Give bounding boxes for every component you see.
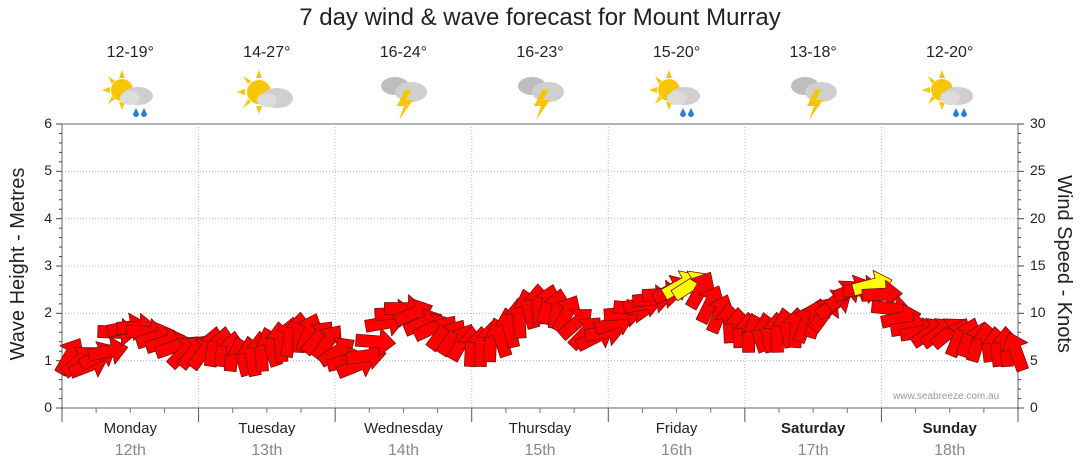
day-temp-range: 16-24° xyxy=(379,44,428,61)
right-tick-label: 5 xyxy=(1030,351,1038,368)
left-axis-title: Wave Height - Metres xyxy=(7,167,29,361)
wind-arrow xyxy=(1001,332,1029,373)
thunderstorm-icon xyxy=(783,66,843,124)
day-temp-range: 12-19° xyxy=(106,44,154,61)
right-tick-label: 25 xyxy=(1030,162,1046,179)
day-name: Sunday xyxy=(922,420,977,437)
day-date: 13th xyxy=(251,442,283,459)
right-tick-label: 10 xyxy=(1030,304,1046,321)
left-tick-label: 2 xyxy=(44,304,52,321)
wind-arrow xyxy=(87,336,129,365)
left-tick-label: 1 xyxy=(44,351,52,368)
chart-title: 7 day wind & wave forecast for Mount Mur… xyxy=(299,4,781,31)
day-date: 12th xyxy=(114,442,146,459)
day-name: Monday xyxy=(103,420,157,437)
right-tick-label: 0 xyxy=(1030,399,1038,415)
sun-cloud-icon xyxy=(236,66,297,124)
day-name: Tuesday xyxy=(238,420,296,437)
wind-arrow xyxy=(354,327,397,357)
day-date: 16th xyxy=(660,442,693,459)
left-tick-label: 4 xyxy=(44,209,52,226)
right-axis-title: Wind Speed - Knots xyxy=(1053,175,1075,353)
right-tick-label: 30 xyxy=(1030,115,1046,131)
day-temp-range: 13-18° xyxy=(789,44,837,61)
sun-cloud-rain-icon xyxy=(100,66,160,124)
right-tick-label: 20 xyxy=(1030,209,1046,226)
wind-arrow xyxy=(861,279,903,309)
source-credit: www.seabreeze.com.au xyxy=(893,391,1000,402)
day-temp-range: 12-20° xyxy=(926,44,974,61)
left-tick-label: 0 xyxy=(44,399,52,415)
day-date: 15th xyxy=(524,442,556,459)
day-name: Wednesday xyxy=(363,420,443,437)
sun-cloud-rain-icon xyxy=(920,66,980,124)
left-tick-label: 3 xyxy=(44,257,52,273)
left-tick-label: 6 xyxy=(44,115,52,131)
wind-arrow xyxy=(685,271,716,311)
day-name: Thursday xyxy=(508,420,572,437)
wind-arrow xyxy=(345,341,387,370)
wind-arrows xyxy=(54,269,1029,379)
day-date: 14th xyxy=(387,442,419,459)
day-temp-range: 14-27° xyxy=(243,44,291,61)
day-temp-range: 16-23° xyxy=(516,44,564,61)
day-temp-range: 15-20° xyxy=(652,44,701,61)
right-tick-label: 15 xyxy=(1030,257,1046,273)
day-date: 18th xyxy=(934,442,966,459)
sun-cloud-rain-icon xyxy=(647,66,707,124)
thunderstorm-icon xyxy=(373,66,433,124)
left-tick-label: 5 xyxy=(44,162,52,179)
day-name: Friday xyxy=(655,420,698,437)
thunderstorm-icon xyxy=(510,66,570,124)
day-name: Saturday xyxy=(781,420,846,437)
day-date: 17th xyxy=(797,442,829,459)
